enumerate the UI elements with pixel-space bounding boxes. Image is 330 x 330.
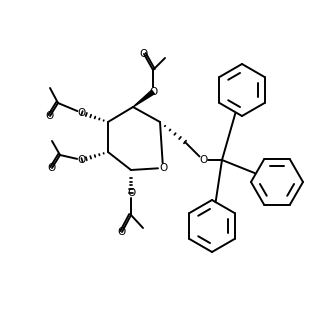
Text: O: O [199, 155, 207, 165]
Text: O: O [140, 49, 148, 59]
Text: O: O [118, 227, 126, 237]
Polygon shape [133, 90, 154, 107]
Text: O: O [78, 108, 86, 118]
Text: O: O [46, 111, 54, 121]
Text: O: O [48, 163, 56, 173]
Text: O: O [78, 155, 86, 165]
Text: O: O [159, 163, 167, 173]
Text: O: O [127, 188, 135, 198]
Text: O: O [149, 87, 157, 97]
